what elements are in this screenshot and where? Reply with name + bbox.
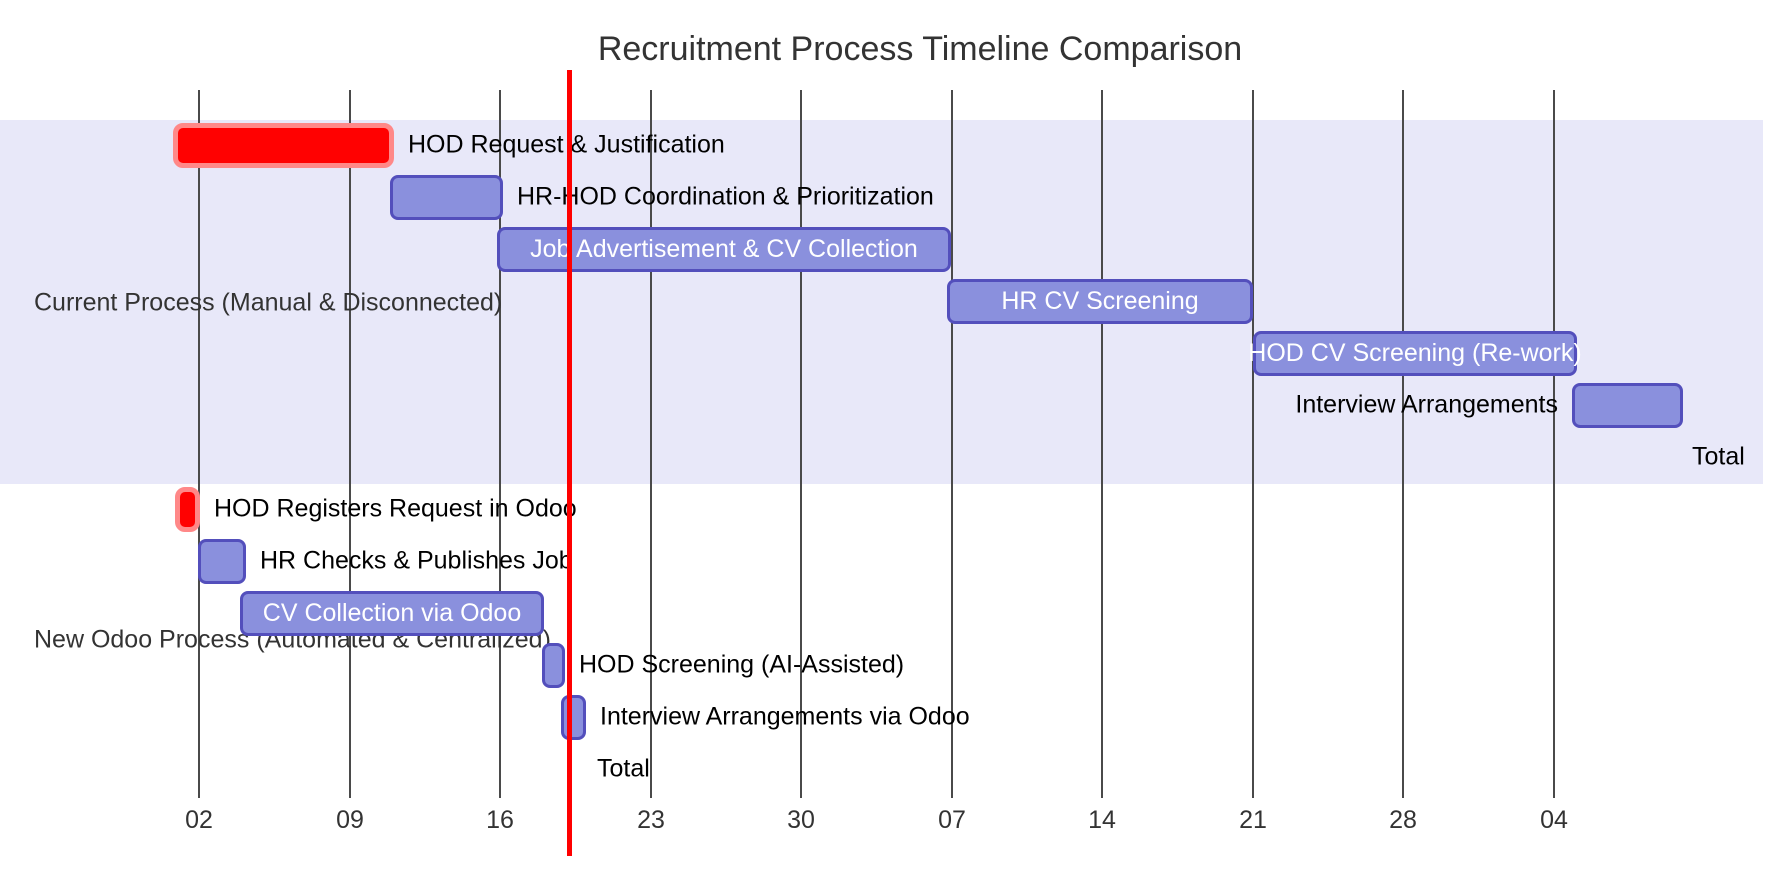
gantt-task-label: Total: [597, 754, 650, 783]
gantt-task-label: HOD Screening (AI-Assisted): [579, 650, 905, 679]
grid-line: [1402, 90, 1404, 798]
grid-line: [1101, 90, 1103, 798]
gantt-task-bar: [175, 486, 200, 532]
axis-tick-label: 07: [938, 806, 966, 834]
gantt-task-label: Job Advertisement & CV Collection: [530, 234, 918, 263]
grid-line: [349, 90, 351, 798]
axis-tick-label: 16: [486, 806, 514, 834]
gantt-task-label: HR CV Screening: [1001, 286, 1199, 315]
axis-tick-label: 30: [787, 806, 815, 834]
chart-title: Recruitment Process Timeline Comparison: [597, 30, 1243, 68]
gantt-task-bar: [561, 694, 586, 740]
gantt-task-label: Total: [1692, 442, 1745, 471]
gantt-task-bar: HOD CV Screening (Re-work): [1248, 330, 1582, 376]
axis-tick-label: 14: [1088, 806, 1116, 834]
gantt-task-bar: [198, 538, 246, 584]
grid-line: [650, 90, 652, 798]
grid-line: [951, 90, 953, 798]
axis-tick-label: 04: [1540, 806, 1568, 834]
axis-tick-label: 23: [637, 806, 665, 834]
grid-line: [1252, 90, 1254, 798]
gantt-task-label: HOD CV Screening (Re-work): [1248, 338, 1582, 367]
gantt-task-label: Interview Arrangements: [1295, 390, 1558, 419]
gantt-task-bar: Job Advertisement & CV Collection: [497, 226, 951, 272]
axis-tick-label: 09: [336, 806, 364, 834]
gantt-task-bar: CV Collection via Odoo: [240, 590, 544, 636]
gantt-task-label: HOD Request & Justification: [408, 130, 725, 159]
gantt-task-bar: [173, 122, 394, 168]
section-label: Current Process (Manual & Disconnected): [34, 288, 503, 317]
gantt-task-label: HR Checks & Publishes Job: [260, 546, 573, 575]
grid-line: [499, 90, 501, 798]
gantt-task-label: CV Collection via Odoo: [262, 598, 522, 627]
axis-tick-label: 02: [185, 806, 213, 834]
today-marker-line: [567, 70, 572, 856]
axis-tick-label: 28: [1389, 806, 1417, 834]
gantt-task-bar: [542, 642, 565, 688]
section-band: [0, 120, 1763, 484]
gantt-task-bar: HR CV Screening: [947, 278, 1253, 324]
gantt-task-bar: [390, 174, 503, 220]
gantt-task-bar: [1572, 382, 1683, 428]
grid-line: [800, 90, 802, 798]
grid-line: [198, 90, 200, 798]
gantt-task-label: HOD Registers Request in Odoo: [214, 494, 577, 523]
gantt-task-label: HR-HOD Coordination & Prioritization: [517, 182, 934, 211]
grid-line: [1553, 90, 1555, 798]
axis-tick-label: 21: [1239, 806, 1267, 834]
gantt-task-label: Interview Arrangements via Odoo: [600, 702, 970, 731]
